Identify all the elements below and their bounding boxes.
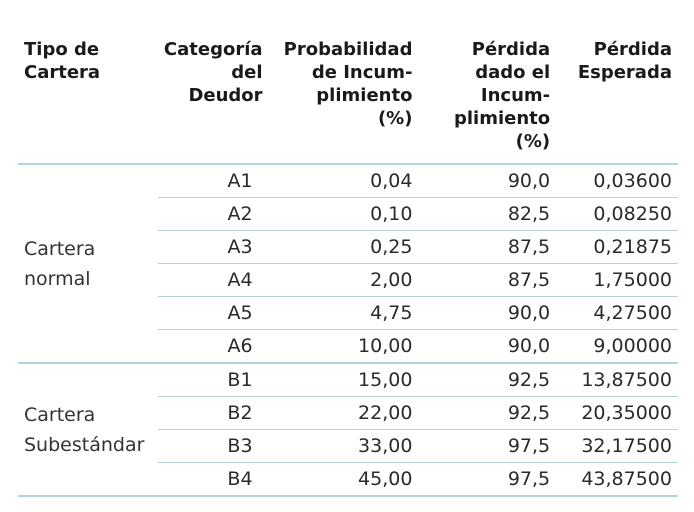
table-row: B2 22,00 92,5 20,35000 <box>18 396 678 430</box>
group-cartera-normal: Cartera normal <box>18 164 158 364</box>
table-row: A2 0,10 82,5 0,08250 <box>18 197 678 231</box>
header-categoria-deudor: Categoría del Deudor <box>157 30 269 165</box>
header-row: Tipo de Cartera Categoría del Deudor Pro… <box>18 30 678 165</box>
header-probabilidad-incumplimiento: Probabilidad de Incum- plimiento (%) <box>268 30 419 165</box>
cell-pdi: 92,5 <box>418 363 557 397</box>
cell-probabilidad: 4,75 <box>268 296 419 330</box>
table-row: B4 45,00 97,5 43,87500 <box>18 462 678 497</box>
cell-categoria: A5 <box>157 296 269 330</box>
header-perdida-esperada: Pérdida Esperada <box>556 30 678 165</box>
cell-categoria: B1 <box>157 363 269 397</box>
cell-pdi: 87,5 <box>418 230 557 264</box>
cell-perdida-esperada: 9,00000 <box>556 329 678 364</box>
cell-perdida-esperada: 43,87500 <box>556 462 678 497</box>
cell-pdi: 92,5 <box>418 396 557 430</box>
table-row: A4 2,00 87,5 1,75000 <box>18 263 678 297</box>
cell-perdida-esperada: 20,35000 <box>556 396 678 430</box>
cell-categoria: A6 <box>157 329 269 364</box>
cell-probabilidad: 10,00 <box>268 329 419 364</box>
table-row: Cartera normal A1 0,04 90,0 0,03600 <box>18 164 678 364</box>
group-cartera-subestandar: Cartera Subestándar <box>18 363 158 497</box>
cell-probabilidad: 15,00 <box>268 363 419 397</box>
cell-categoria: A1 <box>157 164 269 198</box>
cell-pdi: 82,5 <box>418 197 557 231</box>
table-row: A5 4,75 90,0 4,27500 <box>18 296 678 330</box>
cell-perdida-esperada: 0,03600 <box>556 164 678 198</box>
cell-pdi: 90,0 <box>418 329 557 364</box>
cell-categoria: B2 <box>157 396 269 430</box>
table-row: A6 10,00 90,0 9,00000 <box>18 329 678 364</box>
cell-probabilidad: 22,00 <box>268 396 419 430</box>
header-tipo-cartera: Tipo de Cartera <box>18 30 158 165</box>
cell-perdida-esperada: 1,75000 <box>556 263 678 297</box>
table-row: B3 33,00 97,5 32,17500 <box>18 429 678 463</box>
cell-perdida-esperada: 4,27500 <box>556 296 678 330</box>
cell-probabilidad: 2,00 <box>268 263 419 297</box>
header-perdida-dado-incumplimiento: Pérdida dado el Incum- plimiento (%) <box>418 30 557 165</box>
cell-pdi: 87,5 <box>418 263 557 297</box>
cell-categoria: B3 <box>157 429 269 463</box>
cell-probabilidad: 0,10 <box>268 197 419 231</box>
cell-categoria: A4 <box>157 263 269 297</box>
table-row: Cartera Subestándar B1 15,00 92,5 13,875… <box>18 363 678 497</box>
table-row: A3 0,25 87,5 0,21875 <box>18 230 678 264</box>
cell-perdida-esperada: 13,87500 <box>556 363 678 397</box>
cell-categoria: A2 <box>157 197 269 231</box>
expected-loss-table: Tipo de Cartera Categoría del Deudor Pro… <box>18 30 678 497</box>
cell-pdi: 97,5 <box>418 462 557 497</box>
cell-probabilidad: 45,00 <box>268 462 419 497</box>
cell-pdi: 90,0 <box>418 296 557 330</box>
cell-categoria: A3 <box>157 230 269 264</box>
cell-probabilidad: 0,25 <box>268 230 419 264</box>
cell-categoria: B4 <box>157 462 269 497</box>
cell-probabilidad: 0,04 <box>268 164 419 198</box>
cell-perdida-esperada: 32,17500 <box>556 429 678 463</box>
cell-probabilidad: 33,00 <box>268 429 419 463</box>
cell-pdi: 90,0 <box>418 164 557 198</box>
cell-perdida-esperada: 0,21875 <box>556 230 678 264</box>
cell-perdida-esperada: 0,08250 <box>556 197 678 231</box>
cell-pdi: 97,5 <box>418 429 557 463</box>
